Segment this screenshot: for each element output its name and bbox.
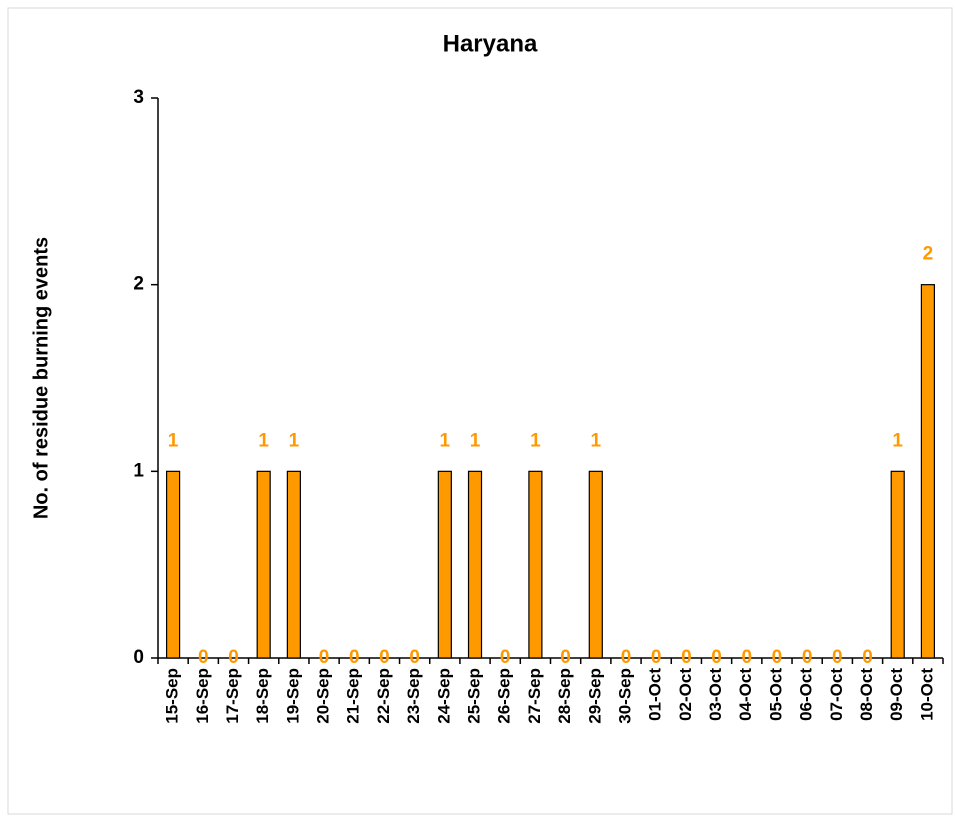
data-label: 0 <box>711 647 722 668</box>
x-tick-label: 04-Oct <box>736 668 755 721</box>
data-label: 1 <box>258 430 269 451</box>
x-tick-label: 30-Sep <box>615 668 634 724</box>
bar <box>467 470 483 659</box>
data-label: 0 <box>772 647 783 668</box>
bar <box>256 470 271 659</box>
bar <box>528 470 543 659</box>
data-label: 0 <box>651 647 662 668</box>
data-label: 1 <box>168 430 179 451</box>
x-tick-label: 21-Sep <box>344 668 363 724</box>
data-label: 1 <box>892 430 903 451</box>
data-label: 0 <box>621 647 632 668</box>
data-label: 0 <box>862 647 873 668</box>
chart-title: Haryana <box>443 30 538 57</box>
x-tick-label: 20-Sep <box>314 668 333 724</box>
y-tick-label: 2 <box>133 274 144 295</box>
x-tick-label: 24-Sep <box>434 668 453 724</box>
x-tick-label: 28-Sep <box>555 668 574 724</box>
data-label: 0 <box>802 647 813 668</box>
x-tick-label: 29-Sep <box>585 668 604 724</box>
bar <box>920 284 936 659</box>
x-tick-label: 16-Sep <box>193 668 212 724</box>
x-tick-label: 09-Oct <box>887 668 906 721</box>
x-tick-label: 10-Oct <box>917 668 936 721</box>
data-label: 1 <box>590 430 601 451</box>
bar <box>165 470 181 659</box>
data-label: 0 <box>228 647 239 668</box>
data-label: 0 <box>349 647 360 668</box>
data-label: 0 <box>198 647 209 668</box>
x-tick-label: 25-Sep <box>465 668 484 724</box>
bar <box>437 470 452 659</box>
x-tick-label: 17-Sep <box>223 668 242 724</box>
data-label: 0 <box>319 647 330 668</box>
x-tick-label: 05-Oct <box>766 668 785 721</box>
x-tick-label: 27-Sep <box>525 668 544 724</box>
x-tick-label: 19-Sep <box>283 668 302 724</box>
data-label: 1 <box>440 430 451 451</box>
data-label: 0 <box>681 647 692 668</box>
data-label: 0 <box>741 647 752 668</box>
x-tick-label: 15-Sep <box>163 668 182 724</box>
y-tick-label: 3 <box>133 87 144 108</box>
bar <box>588 470 603 659</box>
bar <box>890 470 905 659</box>
x-tick-label: 22-Sep <box>374 668 393 724</box>
data-label: 1 <box>530 430 541 451</box>
y-tick-label: 0 <box>133 647 144 668</box>
x-tick-label: 26-Sep <box>495 668 514 724</box>
chart-border <box>7 7 953 815</box>
x-tick-label: 02-Oct <box>676 668 695 721</box>
x-tick-label: 08-Oct <box>857 668 876 721</box>
x-tick-label: 07-Oct <box>827 668 846 721</box>
data-label: 1 <box>289 430 300 451</box>
y-tick-label: 1 <box>133 460 144 481</box>
bar <box>286 470 301 659</box>
data-label: 0 <box>379 647 390 668</box>
y-axis-label: No. of residue burning events <box>30 237 52 519</box>
x-tick-label: 03-Oct <box>706 668 725 721</box>
data-label: 0 <box>500 647 511 668</box>
x-tick-label: 18-Sep <box>253 668 272 724</box>
data-label: 2 <box>923 244 934 265</box>
data-label: 0 <box>832 647 843 668</box>
data-label: 1 <box>470 430 481 451</box>
x-tick-label: 01-Oct <box>646 668 665 721</box>
x-tick-label: 06-Oct <box>797 668 816 721</box>
x-tick-label: 23-Sep <box>404 668 423 724</box>
data-label: 0 <box>409 647 420 668</box>
data-label: 0 <box>560 647 571 668</box>
